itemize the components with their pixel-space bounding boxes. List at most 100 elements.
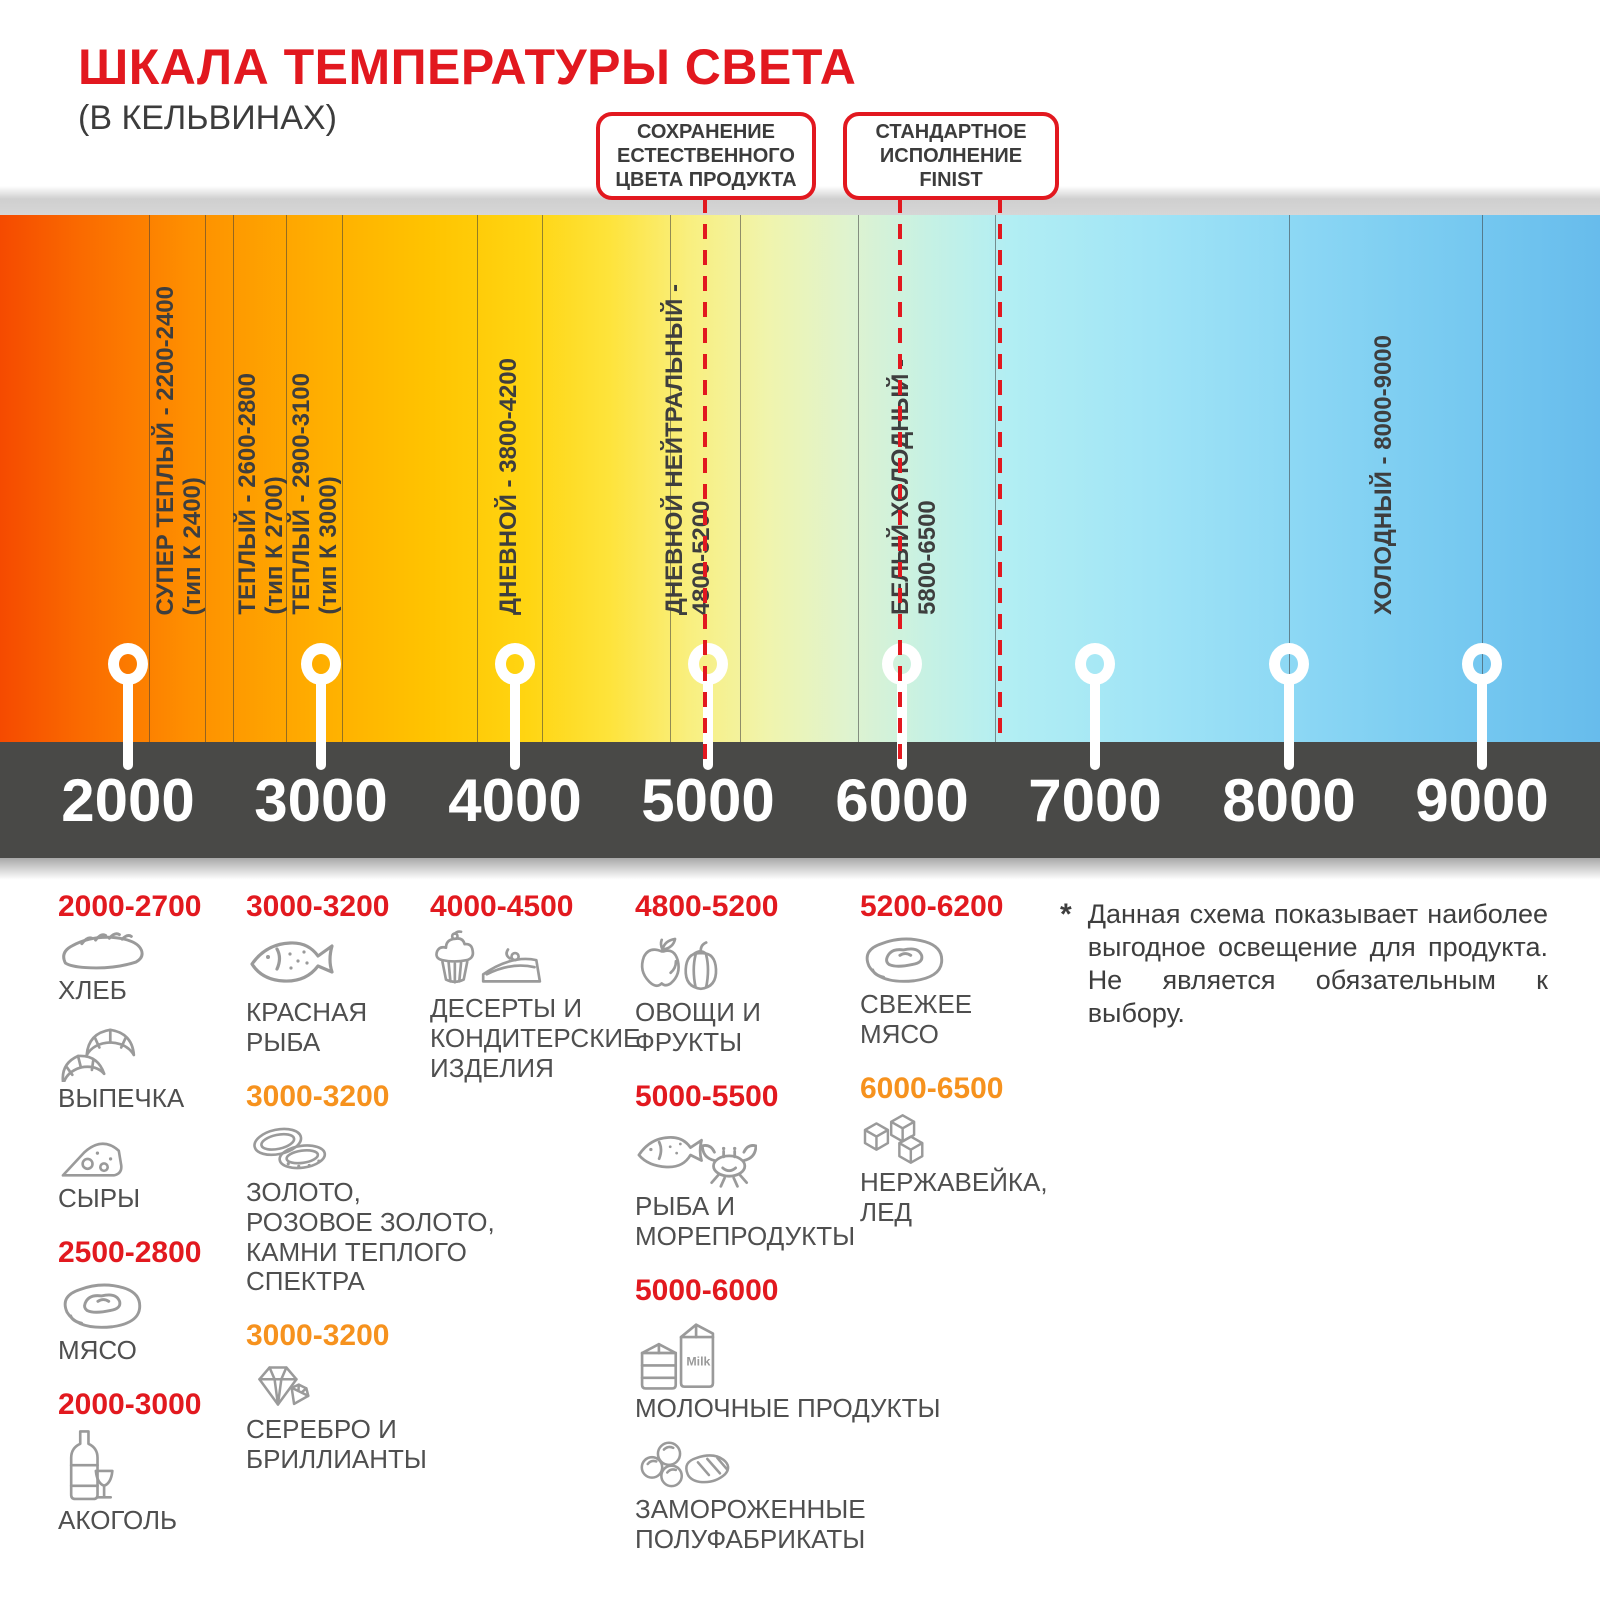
range-badge: 3000-3200 — [246, 1319, 390, 1353]
marker-stem — [510, 684, 520, 770]
steak-icon — [58, 1276, 145, 1334]
category-group: 2500-2800 МЯСО — [58, 1236, 248, 1366]
category-group: 2000-3000 АКОГОЛЬ — [58, 1388, 248, 1536]
marker-stem — [1090, 684, 1100, 770]
callout-natural-connector — [703, 198, 707, 770]
category-item: СВЕЖЕЕ МЯСО — [860, 930, 1075, 1050]
category-item: СЕРЕБРО И БРИЛЛИАНТЫ — [246, 1359, 496, 1475]
band-divider — [149, 215, 150, 742]
marker-ring-icon — [301, 643, 341, 685]
band-divider — [286, 215, 287, 742]
category-column-2: 3000-3200 КРАСНАЯ РЫБА 3000-3200 ЗОЛОТО,… — [246, 890, 496, 1497]
category-label: СЫРЫ — [58, 1182, 141, 1213]
marker-ring-icon — [882, 643, 922, 685]
category-item: ВЫПЕЧКА — [58, 1018, 248, 1114]
category-label: ЗАМОРОЖЕННЫЕ ПОЛУФАБРИКАТЫ — [635, 1494, 866, 1555]
footnote-text: Данная схема показывает наиболее выгодно… — [1087, 899, 1548, 1028]
bottom-shadow-strip — [0, 858, 1600, 882]
kelvin-axis: 2000 3000 4000 5000 6000 7000 8000 9000 — [0, 742, 1600, 858]
category-item: ЗАМОРОЖЕННЫЕ ПОЛУФАБРИКАТЫ — [635, 1435, 955, 1555]
axis-tick-2000: 2000 — [61, 767, 195, 834]
ice-cubes-icon — [860, 1112, 942, 1166]
band-label-cold-white: БЕЛЫЙ ХОЛОДНЫЙ -5800-6500 — [887, 359, 941, 615]
footnote-star: * — [1060, 898, 1072, 931]
range-badge: 6000-6500 — [860, 1071, 1004, 1105]
marker-stem — [897, 684, 907, 770]
marker-ring-icon — [495, 643, 535, 685]
range-badge: 3000-3200 — [246, 890, 390, 923]
category-group: 3000-3200 ЗОЛОТО, РОЗОВОЕ ЗОЛОТО, КАМНИ … — [246, 1080, 496, 1298]
callout-finist-connector-right — [998, 198, 1002, 744]
axis-tick-5000: 5000 — [641, 767, 775, 834]
marker-ring-icon — [1075, 643, 1115, 685]
steak-icon — [860, 930, 947, 988]
range-badge: 5200-6200 — [860, 890, 1004, 923]
category-item: АКОГОЛЬ — [58, 1428, 248, 1536]
band-divider — [477, 215, 478, 742]
frozen-food-icon — [635, 1435, 737, 1493]
bread-icon — [58, 930, 146, 974]
category-label: ОВОЩИ И ФРУКТЫ — [635, 997, 761, 1057]
category-item: РЫБА И МОРЕПРОДУКТЫ — [635, 1120, 955, 1252]
band-divider — [233, 215, 234, 742]
band-divider — [740, 215, 741, 742]
band-label-warm-3000: ТЕПЛЫЙ - 2900-3100 (тип К 3000) — [288, 373, 342, 615]
axis-tick-3000: 3000 — [254, 767, 388, 834]
category-label: АКОГОЛЬ — [58, 1504, 178, 1535]
gold-rings-icon — [246, 1120, 334, 1176]
category-group: 4800-5200 ОВОЩИ И ФРУКТЫ — [635, 890, 955, 1058]
category-column-4: 4800-5200 ОВОЩИ И ФРУКТЫ 5000-5500 РЫБА … — [635, 890, 955, 1577]
category-item: МЯСО — [58, 1276, 248, 1366]
category-column-1: 2000-2700 ХЛЕБ ВЫПЕЧКА СЫРЫ 2500-2800 МЯ… — [58, 890, 248, 1557]
croissant-icon — [58, 1018, 139, 1082]
alcohol-icon — [58, 1428, 114, 1504]
dessert-icon — [430, 930, 547, 992]
marker-stem — [1477, 684, 1487, 770]
band-label-super-warm: СУПЕР ТЕПЛЫЙ - 2200-2400 (тип К 2400) — [152, 285, 206, 615]
range-badge: 3000-3200 — [246, 1079, 390, 1113]
category-item: ОВОЩИ И ФРУКТЫ — [635, 930, 955, 1058]
category-group: 5000-5500 РЫБА И МОРЕПРОДУКТЫ — [635, 1080, 955, 1252]
axis-tick-4000: 4000 — [448, 767, 582, 834]
category-column-3: 4000-4500 ДЕСЕРТЫ И КОНДИТЕРСКИЕ ИЗДЕЛИЯ — [430, 890, 665, 1106]
category-label: ХЛЕБ — [58, 975, 127, 1005]
category-group: 3000-3200 КРАСНАЯ РЫБА — [246, 890, 496, 1058]
callout-finist-connector-left — [898, 198, 902, 770]
category-label: ЗОЛОТО, РОЗОВОЕ ЗОЛОТО, КАМНИ ТЕПЛОГО СП… — [246, 1176, 495, 1297]
axis-tick-8000: 8000 — [1222, 767, 1356, 834]
category-group: 2000-2700 ХЛЕБ ВЫПЕЧКА СЫРЫ — [58, 890, 248, 1214]
range-badge: 5000-6000 — [635, 1273, 779, 1307]
marker-stem — [703, 684, 713, 770]
milk-icon — [635, 1314, 720, 1392]
vegetables-fruits-icon — [635, 930, 724, 996]
category-label: ДЕСЕРТЫ И КОНДИТЕРСКИЕ ИЗДЕЛИЯ — [430, 993, 641, 1083]
axis-tick-9000: 9000 — [1415, 767, 1549, 834]
marker-stem — [123, 684, 133, 770]
page-title: ШКАЛА ТЕМПЕРАТУРЫ СВЕТА — [78, 39, 857, 95]
callout-natural-color: СОХРАНЕНИЕ ЕСТЕСТВЕННОГО ЦВЕТА ПРОДУКТА — [596, 112, 816, 200]
band-divider — [342, 215, 343, 742]
range-badge: 2000-2700 — [58, 890, 202, 923]
category-label: НЕРЖАВЕЙКА, ЛЕД — [860, 1166, 1048, 1227]
band-divider — [670, 215, 671, 742]
category-item: НЕРЖАВЕЙКА, ЛЕД — [860, 1112, 1075, 1228]
cheese-icon — [58, 1126, 127, 1182]
callout-finist-standard: СТАНДАРТНОЕ ИСПОЛНЕНИЕ FINIST — [843, 112, 1059, 200]
marker-stem — [1284, 684, 1294, 770]
band-divider — [1289, 215, 1290, 742]
range-badge: 2000-3000 — [58, 1387, 202, 1421]
category-item: МОЛОЧНЫЕ ПРОДУКТЫ — [635, 1314, 955, 1424]
range-badge: 2500-2800 — [58, 1235, 202, 1269]
category-item: КРАСНАЯ РЫБА — [246, 930, 496, 1058]
band-label-daylight: ДНЕВНОЙ - 3800-4200 — [495, 357, 522, 615]
range-badge: 4800-5200 — [635, 890, 779, 923]
category-label: МЯСО — [58, 1334, 137, 1365]
category-label: РЫБА И МОРЕПРОДУКТЫ — [635, 1190, 856, 1251]
category-label: СВЕЖЕЕ МЯСО — [860, 989, 973, 1049]
marker-ring-icon — [1462, 643, 1502, 685]
category-group: 6000-6500 НЕРЖАВЕЙКА, ЛЕД — [860, 1072, 1075, 1228]
band-divider — [205, 215, 206, 742]
marker-stem — [316, 684, 326, 770]
category-item: СЫРЫ — [58, 1126, 248, 1214]
